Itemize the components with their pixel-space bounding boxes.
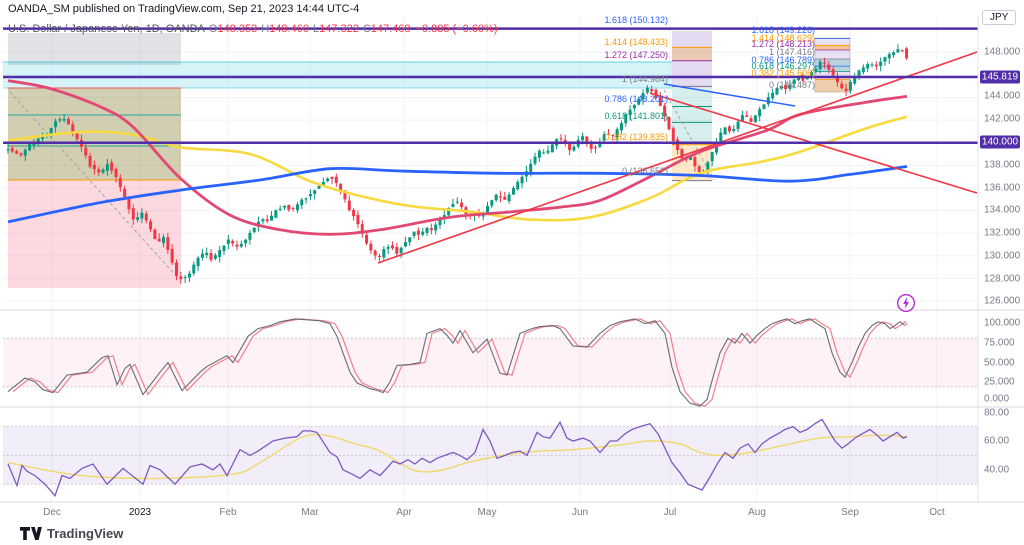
highlight-regions [3, 31, 851, 288]
pane-separators [0, 16, 1024, 503]
gridlines [3, 16, 978, 502]
stochastic-pane [3, 318, 978, 407]
moving-averages [7, 79, 908, 236]
rsi-pane [3, 418, 978, 497]
horizontal-lines [3, 27, 978, 145]
